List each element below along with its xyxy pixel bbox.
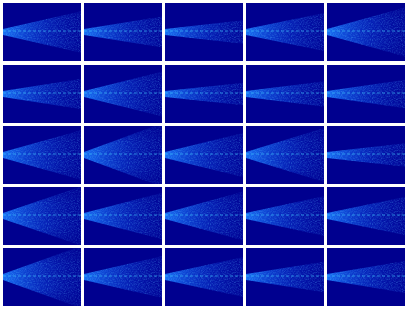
- heatmap-panel: [0, 246, 81, 308]
- panel-content: [0, 126, 81, 184]
- heatmap-panel: [150, 187, 243, 245]
- panel-content: [0, 246, 81, 308]
- panel-content: [0, 65, 81, 123]
- panel-content: [231, 187, 324, 245]
- panel-content: [0, 3, 81, 61]
- panel-content: [150, 187, 243, 245]
- heatmap-panel: [0, 187, 81, 246]
- heatmap-panel: [0, 3, 81, 61]
- panel-content: [229, 3, 324, 61]
- panel-content: [312, 3, 405, 61]
- heatmap-panel: [229, 3, 324, 61]
- heatmap-panel: [312, 3, 405, 61]
- heatmap-panel: [0, 65, 81, 123]
- heatmap-panel: [231, 187, 324, 245]
- heatmap-panel: [0, 126, 81, 184]
- panel-content: [0, 187, 81, 246]
